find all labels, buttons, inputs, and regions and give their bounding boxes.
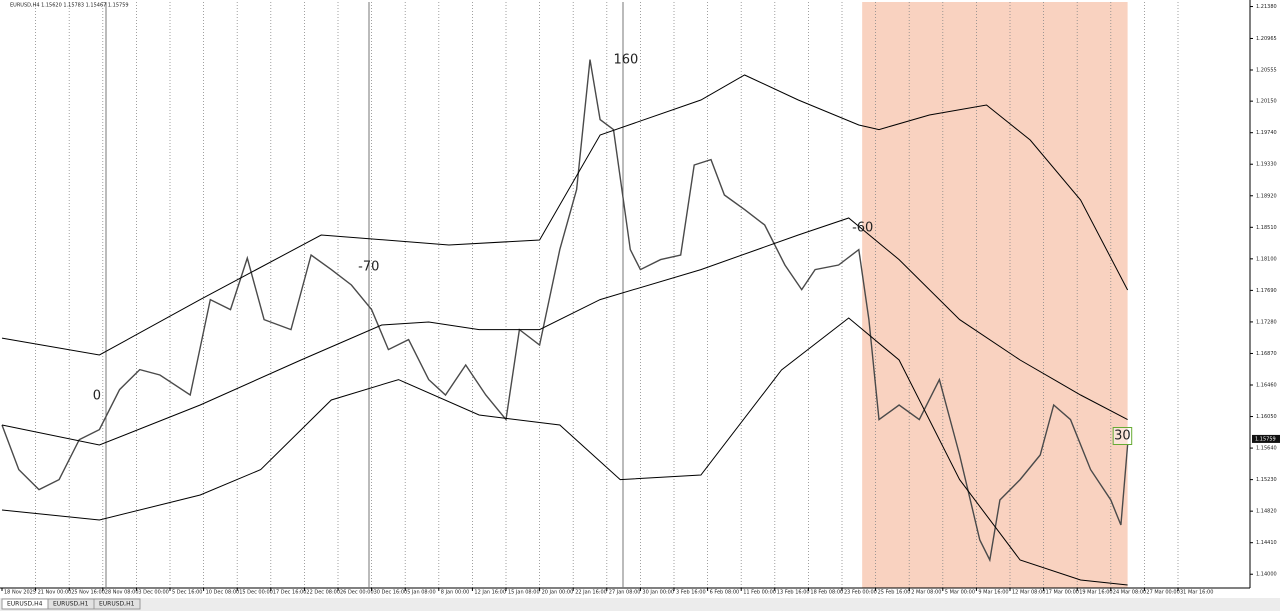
y-tick-label: 1.17690 bbox=[1256, 288, 1277, 294]
x-tick-label: 5 Jan 08:00 bbox=[407, 590, 435, 596]
x-tick-label: 9 Mar 16:00 bbox=[978, 590, 1008, 596]
y-tick-label: 1.15230 bbox=[1256, 477, 1277, 483]
x-tick-label: 3 Feb 16:00 bbox=[676, 590, 706, 596]
y-tick-label: 1.15640 bbox=[1256, 446, 1277, 452]
x-tick-label: 23 Feb 00:00 bbox=[844, 590, 877, 596]
x-tick-label: 17 Mar 00:00 bbox=[1046, 590, 1079, 596]
y-tick-label: 1.20965 bbox=[1256, 36, 1277, 42]
x-tick-label: 20 Jan 00:00 bbox=[542, 590, 574, 596]
x-tick-label: 15 Dec 00:00 bbox=[239, 590, 273, 596]
annotation: 30 bbox=[1114, 429, 1131, 444]
x-tick-label: 31 Mar 16:00 bbox=[1180, 590, 1213, 596]
y-tick-label: 1.16870 bbox=[1256, 351, 1277, 357]
y-tick-label: 1.20555 bbox=[1256, 68, 1277, 74]
x-tick-label: 12 Mar 08:00 bbox=[1012, 590, 1045, 596]
y-tick-label: 1.14410 bbox=[1256, 540, 1277, 546]
x-tick-label: 24 Mar 08:00 bbox=[1113, 590, 1146, 596]
tab-label[interactable]: EURUSD,H1 bbox=[99, 601, 135, 608]
x-tick-label: 8 Jan 00:00 bbox=[441, 590, 469, 596]
y-tick-label: 1.18510 bbox=[1256, 225, 1277, 231]
y-tick-label: 1.18920 bbox=[1256, 193, 1277, 199]
y-tick-label: 1.19740 bbox=[1256, 130, 1277, 136]
tab-label[interactable]: EURUSD,H4 bbox=[7, 601, 43, 608]
x-tick-label: 27 Jan 08:00 bbox=[609, 590, 641, 596]
x-tick-label: 27 Mar 00:00 bbox=[1146, 590, 1179, 596]
x-tick-label: 30 Jan 00:00 bbox=[642, 590, 674, 596]
y-tick-label: 1.16050 bbox=[1256, 414, 1277, 420]
last-price-label: 1.15759 bbox=[1255, 436, 1276, 442]
x-tick-label: 30 Dec 16:00 bbox=[374, 590, 408, 596]
y-tick-label: 1.17280 bbox=[1256, 319, 1277, 325]
x-tick-label: 21 Nov 00:00 bbox=[38, 590, 72, 596]
y-tick-label: 1.16460 bbox=[1256, 383, 1277, 389]
x-tick-label: 19 Mar 16:00 bbox=[1079, 590, 1112, 596]
tab[interactable] bbox=[93, 598, 141, 610]
x-tick-label: 18 Feb 08:00 bbox=[810, 590, 843, 596]
annotation: 160 bbox=[614, 53, 639, 68]
y-tick-label: 1.14000 bbox=[1256, 572, 1277, 578]
tab-bar bbox=[0, 598, 1280, 611]
x-tick-label: 25 Nov 16:00 bbox=[71, 590, 105, 596]
tab-label[interactable]: EURUSD,H1 bbox=[53, 601, 89, 608]
chart-title: EURUSD,H4 1.15620 1.15783 1.15467 1.1575… bbox=[10, 3, 129, 9]
y-tick-label: 1.20150 bbox=[1256, 99, 1277, 105]
x-tick-label: 22 Jan 16:00 bbox=[575, 590, 607, 596]
x-tick-label: 3 Dec 00:00 bbox=[138, 590, 168, 596]
x-tick-label: 12 Jan 16:00 bbox=[474, 590, 506, 596]
y-tick-label: 1.18100 bbox=[1256, 256, 1277, 262]
x-tick-label: 2 Mar 08:00 bbox=[911, 590, 941, 596]
x-tick-label: 6 Feb 08:00 bbox=[710, 590, 740, 596]
annotation: -60 bbox=[852, 221, 873, 236]
price-line bbox=[1, 59, 1129, 563]
y-tick-label: 1.21380 bbox=[1256, 4, 1277, 10]
x-tick-label: 5 Dec 16:00 bbox=[172, 590, 202, 596]
y-tick-label: 1.19330 bbox=[1256, 162, 1277, 168]
annotation: 0 bbox=[93, 389, 101, 404]
annotation-box bbox=[1112, 427, 1133, 445]
x-tick-label: 11 Feb 00:00 bbox=[743, 590, 776, 596]
x-tick-label: 25 Feb 16:00 bbox=[878, 590, 911, 596]
annotation: -70 bbox=[358, 260, 379, 275]
x-tick-label: 17 Dec 16:00 bbox=[273, 590, 307, 596]
x-tick-label: 22 Dec 08:00 bbox=[306, 590, 340, 596]
band-line bbox=[1, 317, 1128, 586]
x-tick-label: 15 Jan 08:00 bbox=[508, 590, 540, 596]
last-price-box bbox=[1252, 434, 1280, 443]
x-tick-label: 10 Dec 08:00 bbox=[206, 590, 240, 596]
forecast-region bbox=[862, 2, 1128, 588]
x-tick-label: 18 Nov 2025 bbox=[4, 590, 36, 596]
x-tick-label: 5 Mar 00:00 bbox=[945, 590, 975, 596]
y-tick-label: 1.14820 bbox=[1256, 509, 1277, 515]
x-tick-label: 13 Feb 16:00 bbox=[777, 590, 810, 596]
band-line bbox=[1, 74, 1129, 356]
x-tick-label: 28 Nov 08:00 bbox=[105, 590, 139, 596]
x-tick-label: 26 Dec 00:00 bbox=[340, 590, 374, 596]
band-line bbox=[1, 217, 1128, 446]
